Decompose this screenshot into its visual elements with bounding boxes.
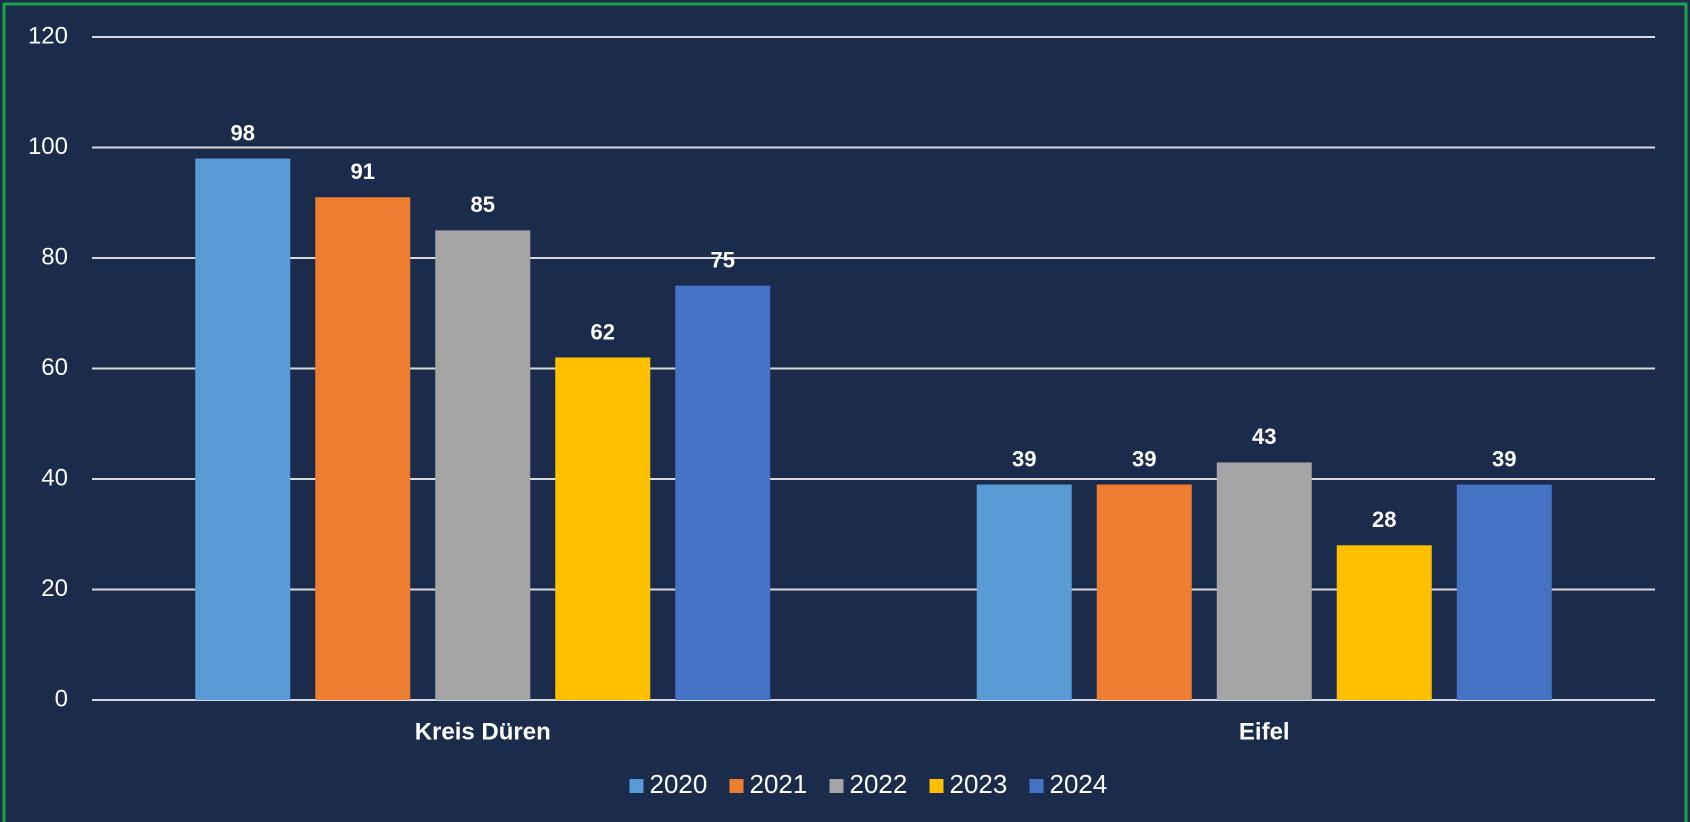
bar bbox=[435, 230, 531, 700]
y-tick-label: 40 bbox=[41, 464, 68, 491]
legend-label: 2021 bbox=[750, 769, 808, 799]
legend-label: 2020 bbox=[650, 769, 708, 799]
data-label: 75 bbox=[711, 247, 735, 272]
legend-swatch bbox=[929, 779, 944, 793]
legend-swatch bbox=[829, 779, 844, 793]
legend-swatch bbox=[1029, 779, 1044, 793]
y-tick-label: 80 bbox=[41, 243, 68, 270]
bar bbox=[315, 197, 411, 700]
legend-label: 2022 bbox=[850, 769, 908, 799]
legend-label: 2023 bbox=[950, 769, 1008, 799]
bar bbox=[555, 357, 651, 700]
data-label: 39 bbox=[1492, 446, 1516, 471]
legend-swatch bbox=[629, 779, 644, 793]
legend-swatch bbox=[729, 779, 744, 793]
bar bbox=[195, 158, 291, 701]
x-tick-label: Kreis Düren bbox=[415, 718, 551, 745]
legend-label: 2024 bbox=[1050, 769, 1108, 799]
y-tick-label: 100 bbox=[28, 133, 68, 160]
bar bbox=[675, 285, 771, 700]
bar bbox=[976, 484, 1072, 700]
y-tick-label: 60 bbox=[41, 354, 68, 381]
data-label: 91 bbox=[351, 159, 375, 184]
bar bbox=[1096, 484, 1192, 700]
data-label: 39 bbox=[1012, 446, 1036, 471]
y-tick-label: 20 bbox=[41, 575, 68, 602]
bar bbox=[1216, 462, 1312, 700]
data-label: 85 bbox=[471, 192, 495, 217]
bar bbox=[1336, 545, 1432, 700]
data-label: 43 bbox=[1252, 424, 1276, 449]
data-label: 62 bbox=[591, 319, 615, 344]
y-tick-label: 120 bbox=[28, 22, 68, 49]
data-label: 39 bbox=[1132, 446, 1156, 471]
data-label: 98 bbox=[231, 120, 255, 145]
y-tick-label: 0 bbox=[55, 685, 68, 712]
bar bbox=[1456, 484, 1552, 700]
data-label: 28 bbox=[1372, 507, 1396, 532]
x-tick-label: Eifel bbox=[1239, 718, 1290, 745]
